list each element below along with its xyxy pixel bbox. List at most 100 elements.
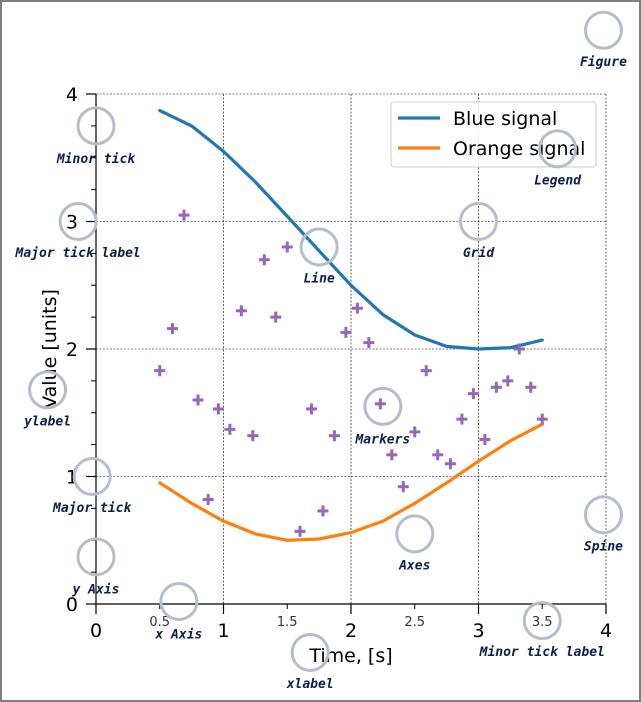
annotation-label: Grid xyxy=(463,246,495,261)
annotation-label: xlabel xyxy=(286,677,334,692)
y-major-tick-label: 4 xyxy=(66,84,78,106)
blue-signal-line xyxy=(158,109,544,351)
x-minor-tick-label: 1.5 xyxy=(277,615,298,630)
annotation-circle xyxy=(58,202,98,241)
scatter-marker xyxy=(456,413,468,425)
scatter-marker xyxy=(167,323,178,335)
annotation-label: Axes xyxy=(398,558,430,573)
x-minor-tick-label: 3.5 xyxy=(532,615,553,630)
y-major-tick-label: 2 xyxy=(66,339,78,361)
scatter-marker xyxy=(420,365,432,377)
scatter-marker xyxy=(502,375,514,387)
scatter-marker xyxy=(281,241,293,253)
annotation-minor-tick: Minor tick xyxy=(56,106,136,167)
scatter-marker xyxy=(409,426,421,438)
scatter-marker xyxy=(340,326,352,338)
scatter-marker xyxy=(363,337,375,349)
annotation-minor-tick-label: Minor tick label xyxy=(479,601,605,660)
annotation-line: Line xyxy=(299,227,339,287)
x-major-tick-label: 2 xyxy=(345,620,357,642)
scatter-marker xyxy=(536,413,548,425)
annotation-circle xyxy=(72,457,112,496)
scatter-marker xyxy=(258,254,270,266)
annotation-legend: Legend xyxy=(534,129,582,188)
x-major-tick-label: 4 xyxy=(600,620,612,642)
annotation-circle xyxy=(522,601,562,641)
annotation-circle xyxy=(28,370,68,410)
annotation-label: x Axis xyxy=(154,627,202,642)
scatter-marker xyxy=(154,365,166,377)
y-major-tick-label: 0 xyxy=(66,594,78,616)
scatter-marker xyxy=(432,449,444,461)
y-axis-title: Value [units] xyxy=(39,289,61,409)
scatter-marker xyxy=(247,430,259,442)
scatter-marker xyxy=(467,388,479,400)
annotation-circle xyxy=(290,632,330,672)
annotation-markers: Markers xyxy=(354,386,410,447)
annotation-circle xyxy=(76,106,116,146)
x-major-tick-label: 1 xyxy=(217,620,229,642)
annotation-circle xyxy=(538,129,578,169)
annotation-circle xyxy=(583,495,623,535)
scatter-marker xyxy=(294,525,306,537)
annotation-ylabel: ylabel xyxy=(23,370,71,429)
annotation-label: Markers xyxy=(354,432,410,447)
scatter-marker xyxy=(212,403,224,415)
annotation-xlabel: xlabel xyxy=(286,632,334,692)
scatter-marker xyxy=(224,423,236,435)
plot-series xyxy=(154,109,548,542)
grid xyxy=(96,93,607,604)
annotation-label: Major tick label xyxy=(15,246,141,261)
x-axis-title: Time, [s] xyxy=(308,645,392,667)
x-minor-tick-label: 2.5 xyxy=(404,615,425,630)
annotation-circle xyxy=(159,581,199,621)
annotation-label: Spine xyxy=(584,539,623,554)
scatter-marker xyxy=(479,434,491,446)
annotation-label: ylabel xyxy=(23,414,71,429)
annotation-label: Minor tick xyxy=(56,152,136,167)
annotation-axes: Axes xyxy=(395,514,435,573)
scatter-marker xyxy=(202,493,214,505)
annotation-circle xyxy=(299,227,339,267)
scatter-marker xyxy=(513,343,525,355)
scatter-marker xyxy=(328,430,340,442)
scatter-marker xyxy=(192,394,204,406)
legend-label-orange: Orange signal xyxy=(453,138,585,160)
annotation-major-tick-label: Major tick label xyxy=(15,202,141,261)
annotation-label: Figure xyxy=(580,55,627,70)
x-major-tick-label: 3 xyxy=(472,620,484,642)
annotation-grid: Grid xyxy=(459,202,498,261)
scatter-marker xyxy=(397,481,409,493)
annotation-label: Minor tick label xyxy=(479,645,605,660)
annotation-label: y Axis xyxy=(72,583,120,598)
annotation-circle xyxy=(363,386,403,426)
legend-label-blue: Blue signal xyxy=(453,108,557,130)
legend-box xyxy=(390,101,597,168)
scatter-marker xyxy=(444,458,456,470)
annotation-circle xyxy=(583,10,623,50)
scatter-marker xyxy=(386,449,398,461)
scatter-marker xyxy=(525,381,537,393)
scatter-marker xyxy=(490,381,502,393)
annotation-circle xyxy=(76,537,116,577)
annotation-major-tick: Major tick xyxy=(52,457,132,516)
scatter-marker xyxy=(178,209,190,221)
x-minor-tick-label: 0.5 xyxy=(149,615,170,630)
scatter-marker xyxy=(317,505,329,517)
annotation-circle xyxy=(395,514,435,554)
annotation-label: Line xyxy=(303,272,334,287)
x-major-tick-label: 0 xyxy=(90,620,102,642)
scatter-marker xyxy=(351,302,363,314)
scatter-marker xyxy=(270,311,282,323)
annotation-x-axis: x Axis xyxy=(154,581,202,642)
scatter-marker xyxy=(235,305,247,317)
annotation-figure: Figure xyxy=(580,10,627,70)
annotation-circle xyxy=(459,202,498,241)
legend: Blue signal Orange signal xyxy=(390,101,597,168)
annotation-y-axis: y Axis xyxy=(72,537,120,598)
y-major-tick-label: 3 xyxy=(66,212,78,234)
scatter-marker xyxy=(374,398,386,410)
